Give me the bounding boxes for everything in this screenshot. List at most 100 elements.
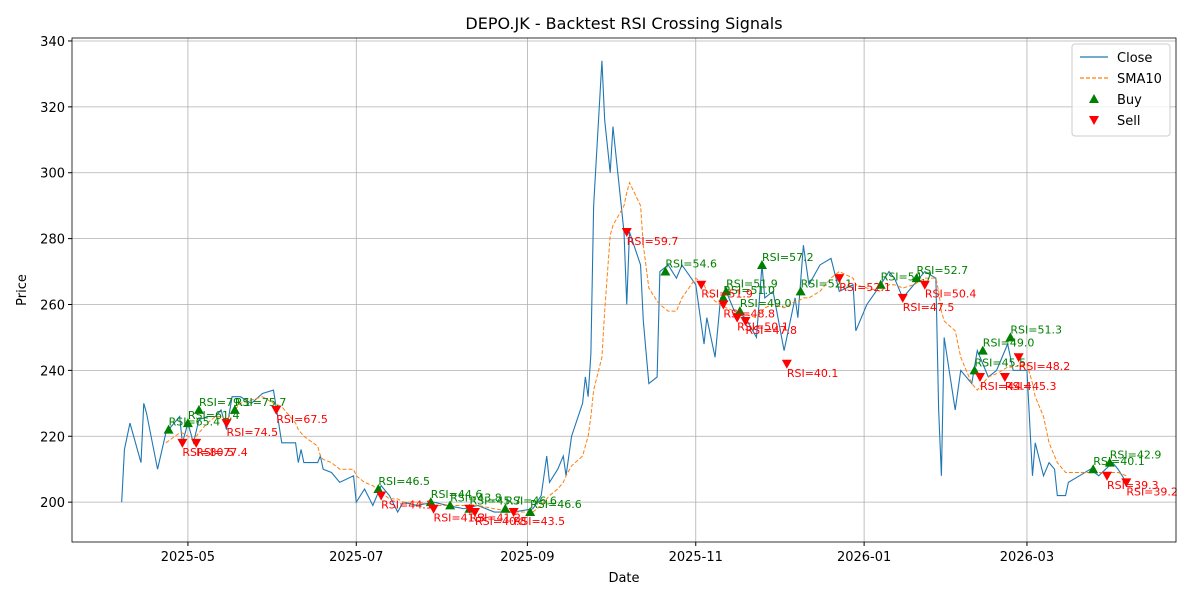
signal-label: RSI=51.9 [701,288,753,301]
signal-marker [525,507,536,517]
signal-label: RSI=79.1 [199,396,251,409]
signal-marker [718,292,729,302]
legend-box [1071,43,1171,137]
signal-label: RSI=42.9 [1110,449,1162,462]
signal-marker [1088,464,1099,474]
signal-label: RSI=51.0 [723,284,775,297]
signal-marker [464,504,475,514]
signal-marker [469,508,480,518]
x-tick-label: 2025-07 [329,550,383,565]
signal-label: RSI=52.1 [839,281,891,294]
signal-label: RSI=45.3 [1005,380,1057,393]
signal-marker [1121,478,1132,488]
signal-marker [271,405,282,415]
signal-label: RSI=40.8 [475,515,527,528]
x-tick-label: 2026-03 [1000,550,1054,565]
x-axis-label: Date [608,571,639,586]
signal-label: RSI=45.5 [975,356,1027,369]
signal-label: RSI=41.2 [469,512,521,525]
chart-title: DEPO.JK - Backtest RSI Crossing Signals [465,14,782,33]
signal-marker [696,280,707,290]
signal-label: RSI=67.5 [276,413,328,426]
y-tick-label: 240 [40,364,65,379]
signal-label: RSI=47.5 [903,301,955,314]
signal-label: RSI=49.0 [983,337,1035,350]
y-tick-label: 280 [40,233,65,248]
signal-label: RSI=80.5 [182,446,234,459]
signal-marker [834,274,845,284]
y-tick-label: 300 [40,167,65,182]
signal-marker [1102,471,1112,481]
series-line [165,181,1127,513]
signal-label: RSI=51.3 [1010,323,1062,336]
signal-label: RSI=50.1 [737,321,789,334]
signal-marker [177,438,188,448]
signal-label: RSI=46.6 [505,495,557,508]
signal-label: RSI=41.3 [434,512,486,525]
signal-label: RSI=75.7 [235,396,287,409]
signal-marker [1005,332,1016,342]
signal-marker [1104,457,1115,467]
signal-marker [660,266,671,276]
signal-label: RSI=54.6 [665,258,717,271]
signal-label: RSI=39.3 [1107,479,1159,492]
signal-marker [508,508,519,518]
signal-label: RSI=43.5 [514,515,566,528]
signal-label: RSI=40.1 [787,367,839,380]
signal-marker [718,300,729,310]
y-tick-label: 200 [40,496,65,511]
signal-marker [163,424,174,434]
signal-label: RSI=77.4 [196,446,248,459]
legend-label: Sell [1117,114,1140,129]
signal-label: RSI=59.7 [627,235,679,248]
x-tick-label: 2025-11 [669,550,723,565]
signal-marker [875,279,886,289]
x-tick-label: 2026-01 [837,550,891,565]
signal-marker [999,372,1010,382]
signal-label: RSI=43.8 [450,491,502,504]
signal-marker [621,228,632,238]
signal-marker [919,280,930,290]
signal-label: RSI=44.6 [431,488,483,501]
signal-label: RSI=44.4 [980,380,1032,393]
x-tick-label: 2025-05 [161,550,215,565]
y-tick-label: 340 [40,35,65,50]
signal-marker [740,316,751,326]
signal-label: RSI=46.5 [378,475,430,488]
signal-marker [795,286,806,296]
signal-marker [229,404,240,414]
y-tick-label: 260 [40,298,65,313]
signal-marker [721,286,732,296]
signal-marker [969,365,980,375]
signal-label: RSI=50.4 [925,288,977,301]
signal-marker [221,419,232,429]
y-tick-label: 320 [40,101,65,116]
signal-label: RSI=57.2 [762,251,814,264]
signal-marker [428,504,439,514]
signal-marker [445,500,456,510]
signal-marker [500,503,511,513]
signal-label: RSI=74.5 [227,426,279,439]
signal-label: RSI=51.9 [726,277,778,290]
legend-swatch [1089,94,1099,103]
signal-marker [757,259,767,269]
signal-marker [975,372,986,382]
signal-label: RSI=47.8 [745,324,797,337]
signal-marker [781,359,792,369]
signal-marker [182,418,193,428]
signal-marker [977,345,988,355]
signal-label: RSI=39.2 [1126,485,1178,498]
signal-marker [376,491,387,501]
signal-label: RSI=48.2 [1019,360,1071,373]
signal-marker [425,497,436,507]
plot-frame [71,37,1177,543]
signal-label: RSI=46.6 [530,498,582,511]
x-tick-label: 2025-09 [500,550,554,565]
signal-marker [373,483,384,493]
legend-swatch [1089,116,1099,125]
legend-label: Close [1117,51,1152,66]
signal-marker [911,273,922,283]
signal-label: RSI=49.0 [740,297,792,310]
